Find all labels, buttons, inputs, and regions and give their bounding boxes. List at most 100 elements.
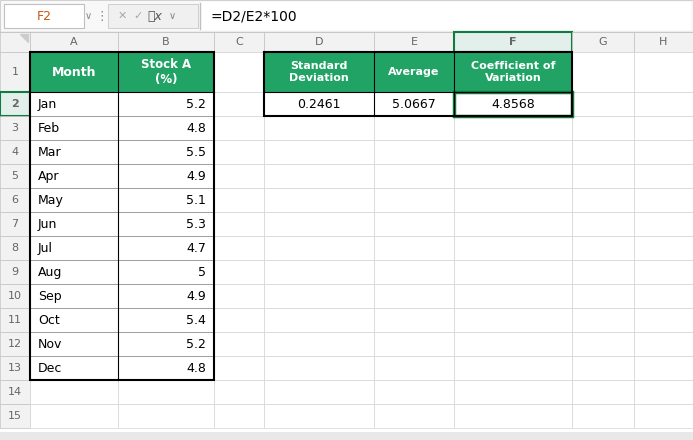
Text: 5.2: 5.2	[186, 337, 206, 351]
Text: Aug: Aug	[38, 265, 62, 279]
Bar	[30, 260, 118, 284]
Bar	[374, 116, 454, 140]
Text: Oct: Oct	[38, 313, 60, 326]
Bar	[264, 52, 374, 92]
Bar	[214, 404, 264, 428]
Bar	[374, 212, 454, 236]
Bar	[264, 92, 374, 116]
Text: B: B	[162, 37, 170, 47]
Bar	[572, 140, 634, 164]
Text: 5.3: 5.3	[186, 217, 206, 231]
Bar	[201, 2, 691, 30]
Bar	[0, 0, 693, 32]
Bar	[0, 52, 30, 92]
Bar	[264, 212, 374, 236]
Bar	[634, 164, 693, 188]
Bar	[30, 140, 118, 164]
Text: ✕: ✕	[117, 11, 127, 21]
Bar	[118, 92, 214, 116]
Text: 2: 2	[11, 99, 19, 109]
Bar	[572, 332, 634, 356]
Bar	[30, 164, 118, 188]
Text: F: F	[509, 37, 517, 47]
Text: 5.4: 5.4	[186, 313, 206, 326]
Text: 12: 12	[8, 339, 22, 349]
Bar	[0, 92, 30, 116]
Bar	[634, 188, 693, 212]
Bar	[572, 404, 634, 428]
Bar	[454, 52, 572, 92]
Text: 14: 14	[8, 387, 22, 397]
Text: Sep: Sep	[38, 290, 62, 303]
Text: Standard
Deviation: Standard Deviation	[289, 61, 349, 83]
Bar	[30, 332, 118, 356]
Bar	[374, 404, 454, 428]
Bar	[264, 260, 374, 284]
Bar	[264, 356, 374, 380]
Bar	[0, 140, 30, 164]
Bar	[30, 116, 118, 140]
Bar	[0, 32, 30, 52]
Bar	[0, 308, 30, 332]
Bar	[0, 116, 30, 140]
Bar	[572, 284, 634, 308]
Bar	[454, 188, 572, 212]
Bar	[634, 32, 693, 52]
Text: Jul: Jul	[38, 242, 53, 254]
Bar	[118, 52, 214, 92]
Bar	[572, 52, 634, 92]
Bar	[214, 116, 264, 140]
Bar	[374, 236, 454, 260]
Text: 7: 7	[12, 219, 19, 229]
Text: 5: 5	[12, 171, 19, 181]
Bar	[108, 4, 198, 28]
Text: ∨: ∨	[168, 11, 175, 21]
Bar	[572, 380, 634, 404]
Text: =D2/E2*100: =D2/E2*100	[210, 9, 297, 23]
Bar	[454, 92, 572, 116]
Text: 5.2: 5.2	[186, 98, 206, 110]
Bar	[264, 140, 374, 164]
Bar	[634, 52, 693, 92]
Bar	[30, 380, 118, 404]
Bar	[30, 404, 118, 428]
Bar	[118, 140, 214, 164]
Bar	[118, 32, 214, 52]
Text: 15: 15	[8, 411, 22, 421]
Bar	[454, 284, 572, 308]
Bar	[374, 140, 454, 164]
Bar	[572, 308, 634, 332]
Bar	[118, 404, 214, 428]
Bar	[30, 236, 118, 260]
Text: 0.2461: 0.2461	[297, 98, 341, 110]
Text: G: G	[599, 37, 607, 47]
Bar	[0, 260, 30, 284]
Text: 4.8568: 4.8568	[491, 98, 535, 110]
Bar	[0, 236, 30, 260]
Bar	[454, 380, 572, 404]
Bar	[264, 32, 374, 52]
Bar	[30, 32, 118, 52]
Bar	[374, 380, 454, 404]
Bar	[264, 52, 374, 92]
Text: Jun: Jun	[38, 217, 58, 231]
Bar	[264, 380, 374, 404]
Text: D: D	[315, 37, 323, 47]
Text: 4.8: 4.8	[186, 121, 206, 135]
Bar	[374, 356, 454, 380]
Bar	[0, 356, 30, 380]
Bar	[118, 260, 214, 284]
Bar	[264, 236, 374, 260]
Text: 10: 10	[8, 291, 22, 301]
Bar	[454, 116, 572, 140]
Bar	[634, 356, 693, 380]
Bar	[118, 356, 214, 380]
Bar	[454, 236, 572, 260]
Bar	[118, 164, 214, 188]
Bar	[572, 92, 634, 116]
Bar	[118, 308, 214, 332]
Polygon shape	[20, 34, 28, 42]
Bar	[634, 92, 693, 116]
Bar	[572, 236, 634, 260]
Bar	[454, 92, 572, 116]
